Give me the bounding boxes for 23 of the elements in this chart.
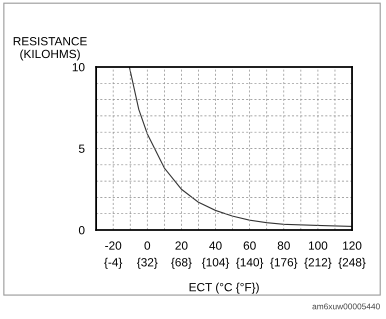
x-tick-label: 40 [209,241,222,250]
x2-tick-label: {176} [270,258,298,269]
text: am6xuw00005440 [312,303,380,310]
x-axis-title: ECT (°C {°F}) [190,282,259,294]
x2-tick-label: {248} [338,258,366,269]
x-tick-label: 0 [144,241,150,250]
x-tick-label: 100 [308,241,328,250]
x2-tick-label: {-4} [104,258,122,269]
x-tick-label: 80 [278,241,290,250]
x2-tick-label: {68} [171,258,192,269]
x2-tick-label: {32} [136,258,158,269]
x2-tick-label: {212} [304,258,332,269]
y-tick-label: 5 [78,144,85,153]
x-tick-label: -20 [105,241,122,250]
x2-tick-label: {104} [202,258,230,269]
y-tick-label: 10 [72,63,85,72]
y-axis-title: RESISTANCE (KILOHMS) [14,37,87,60]
y-tick-label: 0 [78,226,85,234]
x-tick-label: 20 [175,241,188,250]
x-tick-label: 60 [244,241,256,250]
line-series [128,66,352,227]
x2-tick-label: {140} [236,258,264,269]
x-tick-label: 120 [343,241,362,250]
